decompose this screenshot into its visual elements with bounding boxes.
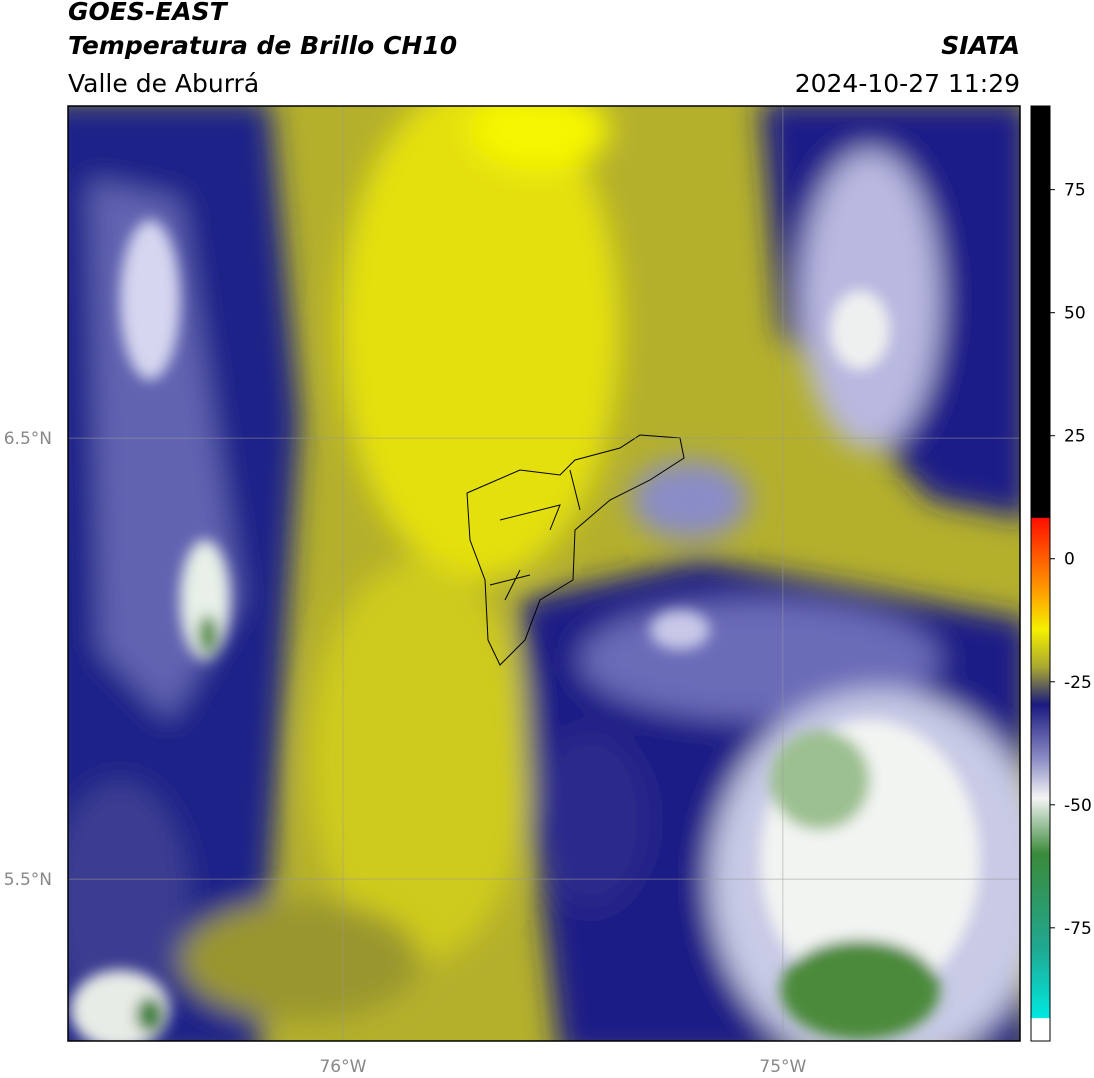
x-tick-label: 76°W	[319, 1057, 366, 1077]
colorbar-tick-label: 50	[1064, 304, 1086, 324]
title: GOES-EAST	[68, 0, 229, 26]
colorbar-tick-label: 75	[1064, 181, 1086, 201]
graticule	[68, 106, 1020, 1041]
subtitle: Temperatura de Brillo CH10	[68, 31, 457, 60]
datetime: 2024-10-27 11:29	[795, 69, 1020, 98]
organization: SIATA	[941, 31, 1020, 60]
colorbar-tick-label: 25	[1064, 427, 1086, 447]
satellite-image	[68, 106, 1020, 1041]
colorbar-tick-label: 0	[1064, 550, 1075, 570]
colorbar-tick-label: -75	[1064, 919, 1092, 939]
x-tick-label: 75°W	[759, 1057, 806, 1077]
region: Valle de Aburrá	[68, 69, 259, 98]
basin-outline	[466, 434, 685, 666]
y-tick-label: 6.5°N	[4, 429, 52, 449]
colorbar-tick-label: -50	[1064, 796, 1092, 816]
colorbar	[1030, 105, 1051, 1042]
colorbar-tick-label: -25	[1064, 673, 1092, 693]
y-tick-label: 5.5°N	[4, 870, 52, 890]
map-frame	[67, 105, 1021, 1042]
